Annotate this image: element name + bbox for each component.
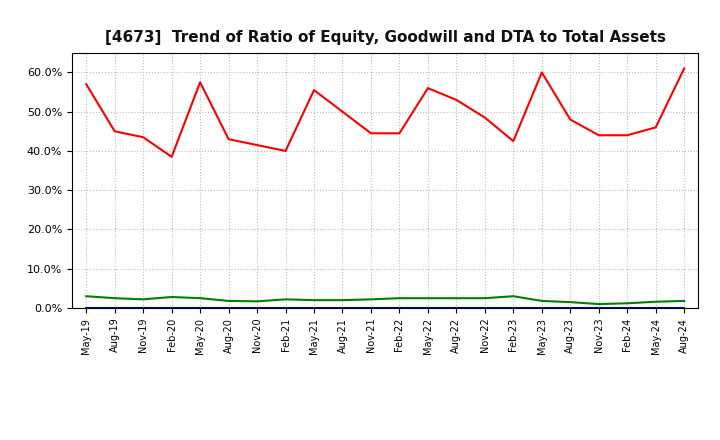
Goodwill — [225, 305, 233, 311]
Goodwill — [652, 305, 660, 311]
Deferred Tax Assets — [282, 297, 290, 302]
Line: Deferred Tax Assets: Deferred Tax Assets — [86, 296, 684, 304]
Goodwill — [680, 305, 688, 311]
Goodwill — [509, 305, 518, 311]
Deferred Tax Assets — [225, 298, 233, 304]
Equity — [282, 148, 290, 154]
Equity — [452, 97, 461, 103]
Deferred Tax Assets — [310, 297, 318, 303]
Deferred Tax Assets — [537, 298, 546, 304]
Equity — [253, 143, 261, 148]
Deferred Tax Assets — [566, 300, 575, 305]
Equity — [110, 128, 119, 134]
Deferred Tax Assets — [480, 296, 489, 301]
Goodwill — [338, 305, 347, 311]
Equity — [338, 109, 347, 114]
Goodwill — [395, 305, 404, 311]
Goodwill — [452, 305, 461, 311]
Equity — [423, 85, 432, 91]
Goodwill — [566, 305, 575, 311]
Equity — [680, 66, 688, 71]
Deferred Tax Assets — [652, 299, 660, 304]
Goodwill — [310, 305, 318, 311]
Goodwill — [82, 305, 91, 311]
Line: Equity: Equity — [86, 69, 684, 157]
Equity — [82, 81, 91, 87]
Deferred Tax Assets — [623, 301, 631, 306]
Equity — [395, 131, 404, 136]
Goodwill — [366, 305, 375, 311]
Deferred Tax Assets — [167, 294, 176, 300]
Equity — [167, 154, 176, 159]
Equity — [480, 115, 489, 120]
Equity — [225, 136, 233, 142]
Goodwill — [595, 305, 603, 311]
Equity — [310, 88, 318, 93]
Deferred Tax Assets — [253, 299, 261, 304]
Goodwill — [253, 305, 261, 311]
Equity — [537, 70, 546, 75]
Goodwill — [623, 305, 631, 311]
Equity — [196, 80, 204, 85]
Deferred Tax Assets — [452, 296, 461, 301]
Deferred Tax Assets — [509, 293, 518, 299]
Equity — [623, 132, 631, 138]
Deferred Tax Assets — [338, 297, 347, 303]
Deferred Tax Assets — [82, 293, 91, 299]
Goodwill — [167, 305, 176, 311]
Deferred Tax Assets — [366, 297, 375, 302]
Goodwill — [423, 305, 432, 311]
Deferred Tax Assets — [395, 296, 404, 301]
Equity — [366, 131, 375, 136]
Goodwill — [537, 305, 546, 311]
Equity — [139, 135, 148, 140]
Deferred Tax Assets — [680, 298, 688, 304]
Deferred Tax Assets — [110, 296, 119, 301]
Deferred Tax Assets — [139, 297, 148, 302]
Equity — [652, 125, 660, 130]
Goodwill — [480, 305, 489, 311]
Equity — [509, 139, 518, 144]
Equity — [595, 132, 603, 138]
Goodwill — [282, 305, 290, 311]
Title: [4673]  Trend of Ratio of Equity, Goodwill and DTA to Total Assets: [4673] Trend of Ratio of Equity, Goodwil… — [104, 29, 666, 45]
Goodwill — [139, 305, 148, 311]
Deferred Tax Assets — [423, 296, 432, 301]
Deferred Tax Assets — [196, 296, 204, 301]
Deferred Tax Assets — [595, 301, 603, 307]
Goodwill — [110, 305, 119, 311]
Goodwill — [196, 305, 204, 311]
Equity — [566, 117, 575, 122]
